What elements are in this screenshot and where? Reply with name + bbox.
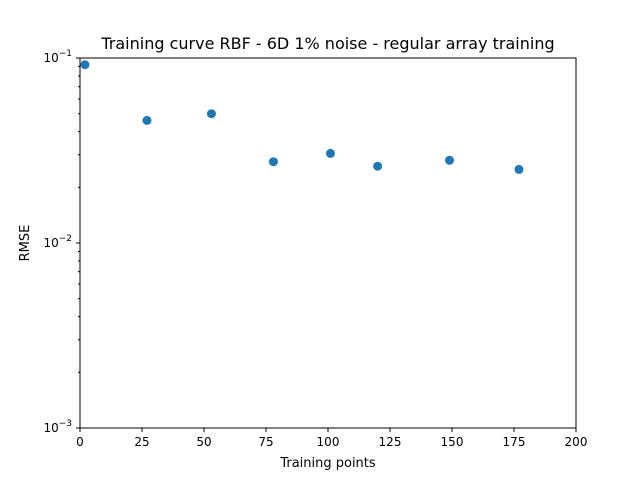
x-tick-label: 150 <box>441 435 464 449</box>
y-axis-label: RMSE <box>18 225 33 262</box>
y-tick-label: 10−2 <box>43 234 72 250</box>
x-tick-label: 25 <box>134 435 149 449</box>
data-point <box>325 148 335 158</box>
x-axis-label: Training points <box>279 456 376 471</box>
y-tick-label: 10−3 <box>43 419 72 435</box>
data-point <box>206 109 216 119</box>
y-tick-label: 10−1 <box>43 49 72 65</box>
x-tick-label: 100 <box>317 435 340 449</box>
chart-title: Training curve RBF - 6D 1% noise - regul… <box>100 34 554 53</box>
x-tick-label: 0 <box>76 435 84 449</box>
data-point <box>268 157 278 167</box>
x-tick-label: 200 <box>565 435 588 449</box>
x-tick-label: 175 <box>503 435 526 449</box>
x-tick-label: 50 <box>196 435 211 449</box>
data-point <box>80 60 90 70</box>
x-axis: 0 25 50 75 100 125 150 175 200 <box>76 428 587 449</box>
x-tick-label: 125 <box>379 435 402 449</box>
data-point <box>445 155 455 165</box>
data-point <box>373 161 383 171</box>
data-point <box>514 164 524 174</box>
data-point <box>142 115 152 125</box>
x-tick-label: 75 <box>258 435 273 449</box>
plot-frame <box>79 57 577 429</box>
y-axis: 10−3 10−2 10−1 <box>43 49 80 435</box>
data-points <box>80 60 524 174</box>
